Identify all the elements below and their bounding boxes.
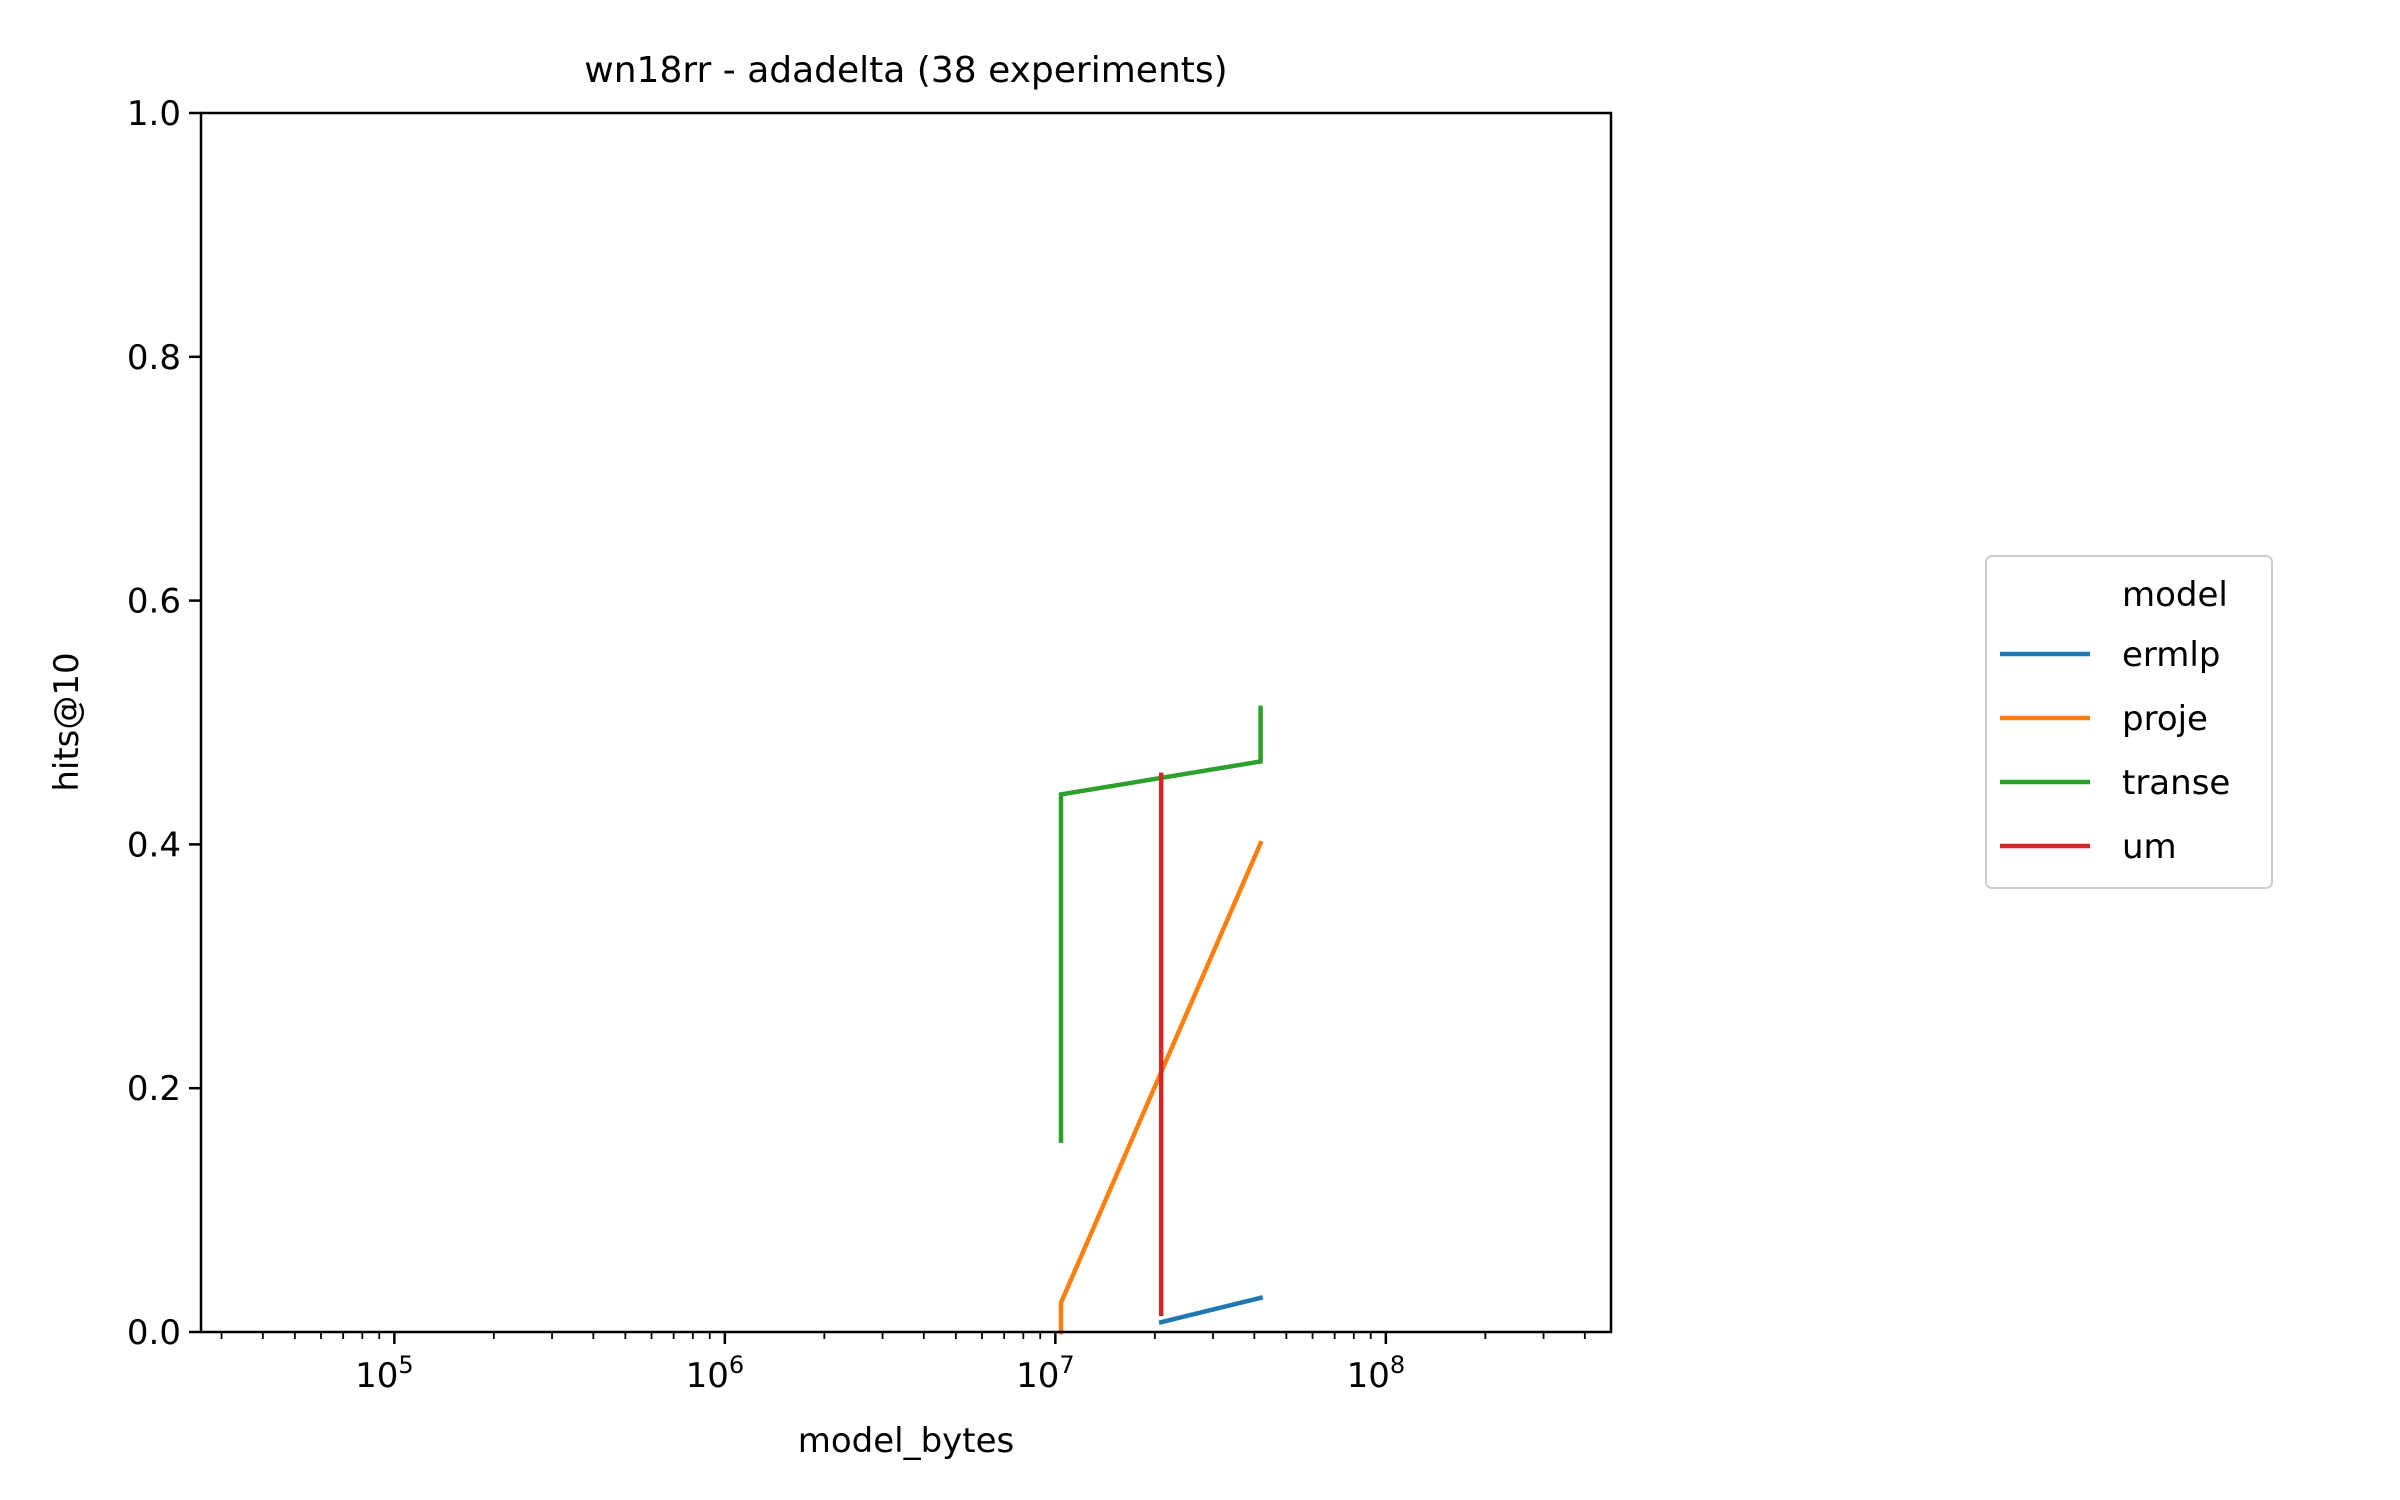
y-axis-label: hits@10: [47, 652, 87, 791]
y-tick-label: 0.4: [127, 825, 181, 865]
x-tick-label: 108: [1347, 1351, 1406, 1396]
x-tick-label: 107: [1016, 1351, 1075, 1396]
legend-label-proje: proje: [2122, 699, 2208, 739]
axes-frame: [199, 111, 1613, 1334]
legend-title: model: [2122, 575, 2228, 615]
legend: model ermlp proje transe um: [1985, 555, 2273, 889]
y-tick-label: 1.0: [127, 94, 181, 134]
series-line-ermlp: [1158, 1295, 1264, 1325]
legend-label-transe: transe: [2122, 763, 2230, 803]
x-axis-label: model_bytes: [798, 1421, 1015, 1461]
y-tick-label: 0.0: [127, 1313, 181, 1353]
axis-ticks: 0.0 0.2 0.4 0.6 0.8 1.0 105 106 107 108: [127, 94, 1586, 1396]
x-tick-label: 106: [686, 1351, 745, 1396]
x-tick-label: 105: [355, 1351, 414, 1396]
legend-label-ermlp: ermlp: [2122, 635, 2220, 675]
chart-title: wn18rr - adadelta (38 experiments): [584, 50, 1227, 91]
series-line-proje: [1058, 840, 1264, 1335]
plot-area: [1058, 705, 1264, 1335]
legend-label-um: um: [2122, 827, 2177, 867]
y-tick-label: 0.6: [127, 582, 181, 622]
y-tick-label: 0.2: [127, 1069, 181, 1109]
legend-box: [1985, 555, 2273, 889]
y-tick-label: 0.8: [127, 338, 181, 378]
